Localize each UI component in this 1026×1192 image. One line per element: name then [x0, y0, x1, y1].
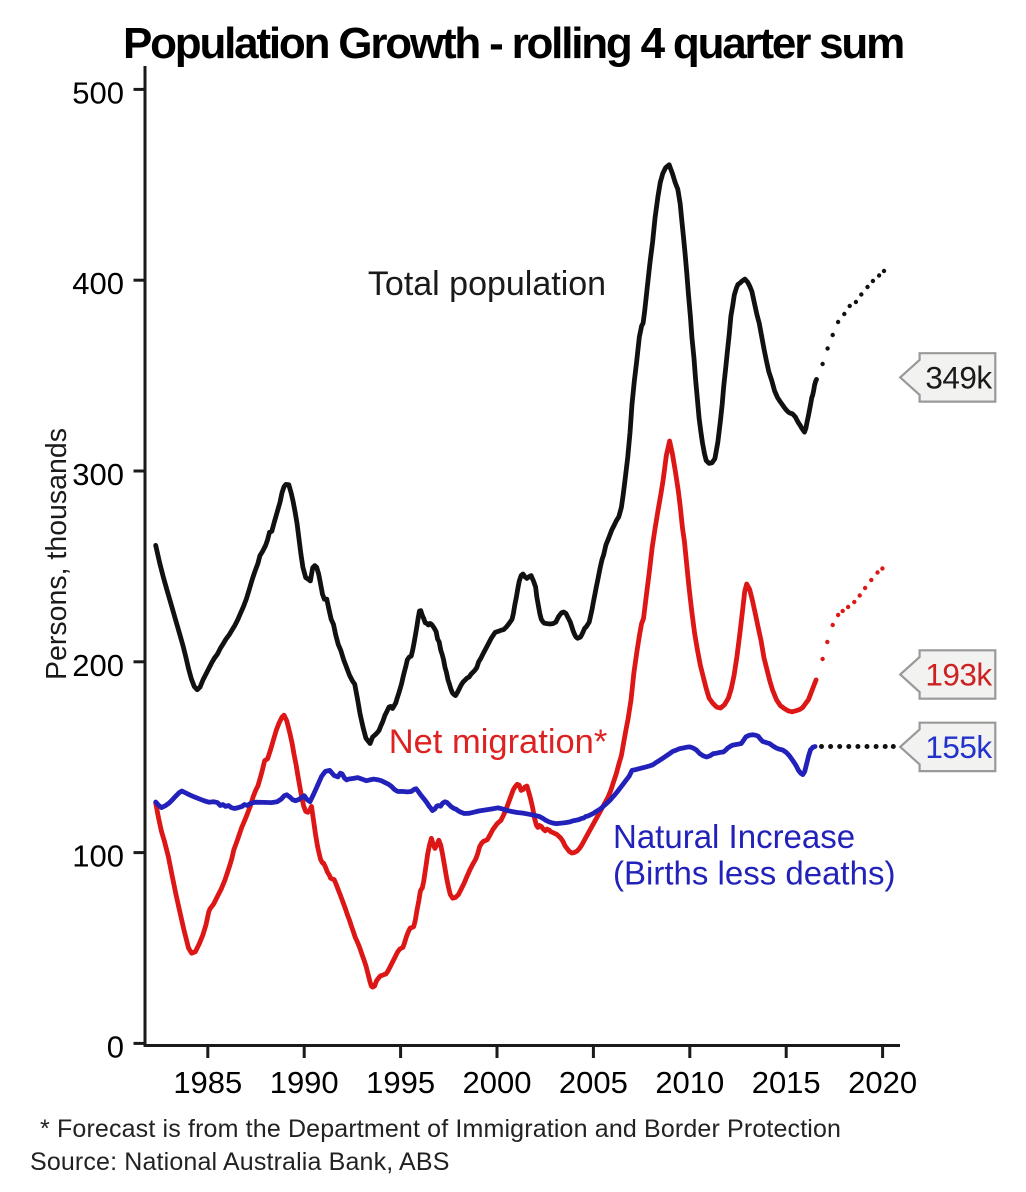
svg-text:193k: 193k	[925, 657, 992, 693]
svg-text:Natural Increase: Natural Increase	[613, 818, 855, 855]
svg-text:Total population: Total population	[368, 265, 606, 303]
svg-text:100: 100	[72, 839, 124, 874]
svg-text:2020: 2020	[848, 1065, 917, 1100]
svg-text:300: 300	[72, 457, 124, 492]
svg-text:Population Growth - rolling 4: Population Growth - rolling 4 quarter su…	[123, 19, 903, 68]
svg-text:2000: 2000	[463, 1065, 532, 1100]
svg-text:155k: 155k	[925, 729, 992, 765]
svg-text:1990: 1990	[270, 1065, 339, 1100]
svg-text:Source: National Australia Ban: Source: National Australia Bank, ABS	[30, 1148, 450, 1176]
svg-text:1995: 1995	[366, 1065, 435, 1100]
svg-text:Net migration*: Net migration*	[389, 723, 608, 761]
svg-text:1985: 1985	[173, 1065, 242, 1100]
svg-text:2010: 2010	[655, 1065, 724, 1100]
svg-text:2015: 2015	[752, 1065, 821, 1100]
svg-text:400: 400	[72, 266, 124, 301]
svg-text:* Forecast is from the Departm: * Forecast is from the Department of Imm…	[40, 1115, 841, 1143]
svg-text:500: 500	[72, 75, 124, 110]
svg-text:0: 0	[107, 1029, 124, 1064]
svg-text:2005: 2005	[559, 1065, 628, 1100]
svg-text:Persons, thousands: Persons, thousands	[41, 428, 73, 680]
svg-text:349k: 349k	[925, 359, 992, 395]
svg-text:(Births less deaths): (Births less deaths)	[613, 855, 895, 892]
svg-text:200: 200	[72, 648, 124, 683]
